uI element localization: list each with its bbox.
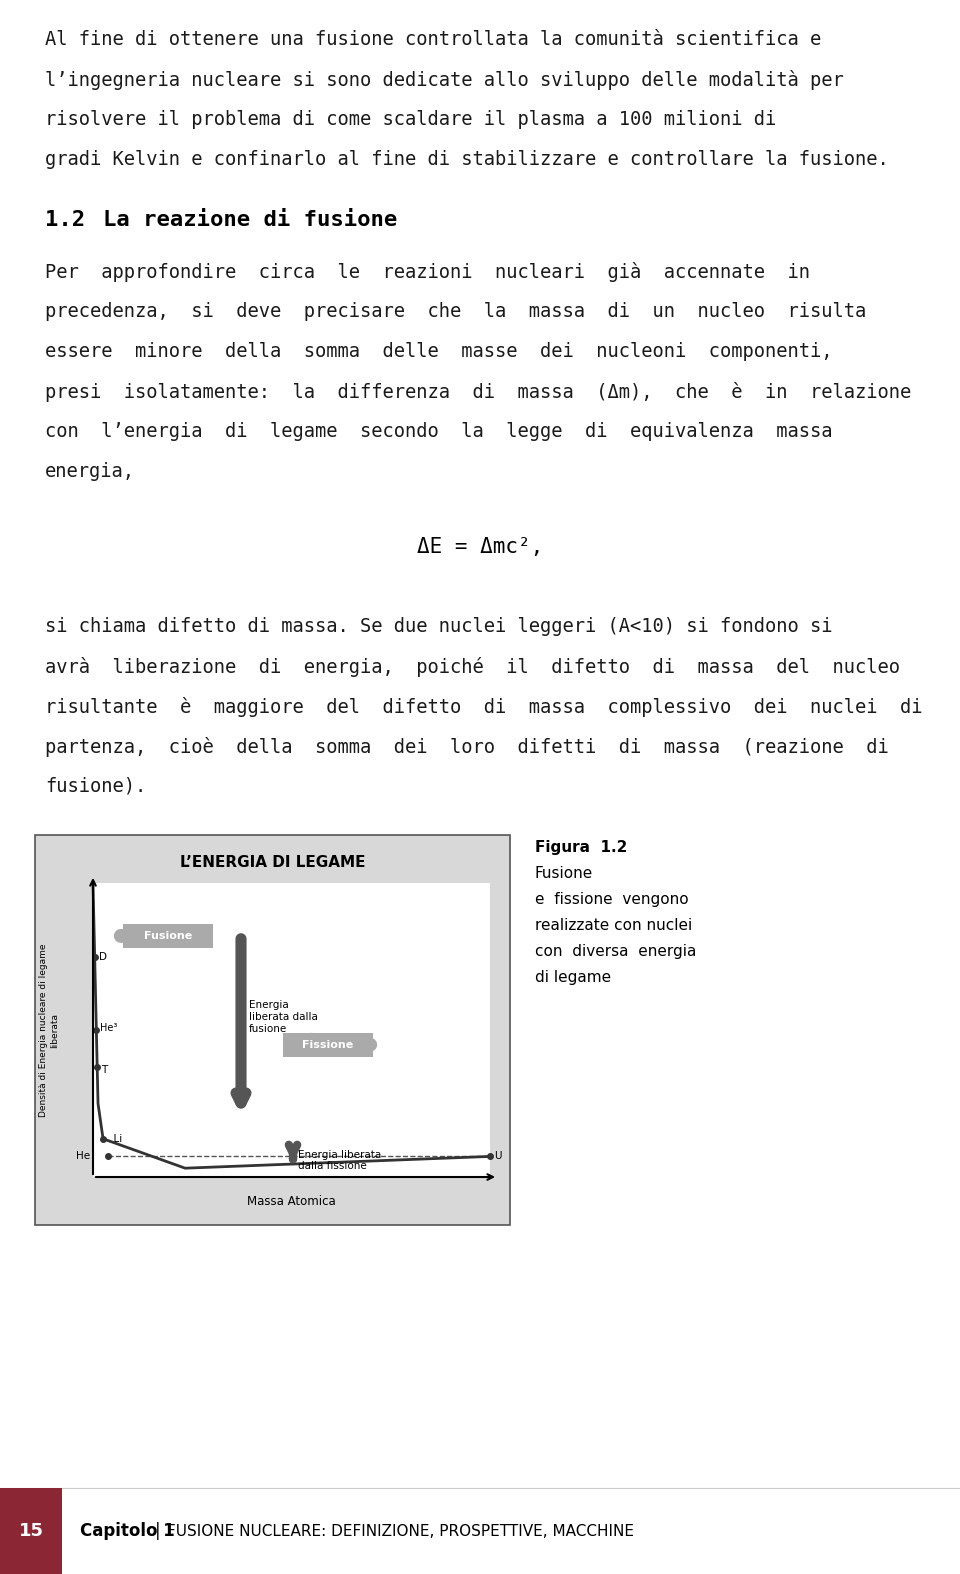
Text: l’ingegneria nucleare si sono dedicate allo sviluppo delle modalità per: l’ingegneria nucleare si sono dedicate a… [45, 69, 844, 90]
Text: Li: Li [108, 1133, 122, 1144]
Text: Massa Atomica: Massa Atomica [247, 1195, 336, 1207]
Text: Al fine di ottenere una fusione controllata la comunità scientifica e: Al fine di ottenere una fusione controll… [45, 30, 821, 49]
Text: essere  minore  della  somma  delle  masse  dei  nucleoni  componenti,: essere minore della somma delle masse de… [45, 342, 832, 360]
Text: Fusione: Fusione [144, 930, 192, 941]
Text: con  diversa  energia: con diversa energia [535, 944, 696, 959]
Text: Per  approfondire  circa  le  reazioni  nucleari  già  accennate  in: Per approfondire circa le reazioni nucle… [45, 261, 810, 282]
Text: energia,: energia, [45, 463, 135, 482]
Text: risultante  è  maggiore  del  difetto  di  massa  complessivo  dei  nuclei  di: risultante è maggiore del difetto di mas… [45, 697, 923, 718]
Text: L’ENERGIA DI LEGAME: L’ENERGIA DI LEGAME [180, 855, 365, 870]
Text: He³: He³ [101, 1023, 118, 1033]
FancyBboxPatch shape [283, 1033, 373, 1056]
Text: Capitolo 1: Capitolo 1 [80, 1522, 175, 1539]
FancyBboxPatch shape [123, 924, 213, 948]
Text: Energia liberata
dalla fissione: Energia liberata dalla fissione [298, 1149, 381, 1171]
Text: He: He [76, 1151, 90, 1162]
Text: D: D [99, 952, 107, 962]
Text: Figura  1.2: Figura 1.2 [535, 841, 628, 855]
Text: Fissione: Fissione [302, 1040, 353, 1050]
Text: U: U [494, 1152, 501, 1162]
Text: gradi Kelvin e confinarlo al fine di stabilizzare e controllare la fusione.: gradi Kelvin e confinarlo al fine di sta… [45, 150, 889, 168]
Text: partenza,  cioè  della  somma  dei  loro  difetti  di  massa  (reazione  di: partenza, cioè della somma dei loro dife… [45, 737, 889, 757]
Text: 1.2: 1.2 [45, 209, 85, 230]
Text: La reazione di fusione: La reazione di fusione [103, 209, 397, 230]
Text: Densità di Energia nucleare di legame
liberata: Densità di Energia nucleare di legame li… [39, 943, 59, 1116]
Text: avrà  liberazione  di  energia,  poiché  il  difetto  di  massa  del  nucleo: avrà liberazione di energia, poiché il d… [45, 656, 900, 677]
Text: con  l’energia  di  legame  secondo  la  legge  di  equivalenza  massa: con l’energia di legame secondo la legge… [45, 422, 832, 441]
Bar [93, 883, 490, 1177]
Bar [0, 1487, 62, 1574]
Text: Fusione: Fusione [535, 866, 593, 881]
Text: presi  isolatamente:  la  differenza  di  massa  (Δm),  che  è  in  relazione: presi isolatamente: la differenza di mas… [45, 382, 911, 401]
Text: risolvere il problema di come scaldare il plasma a 100 milioni di: risolvere il problema di come scaldare i… [45, 110, 777, 129]
Text: FUSIONE NUCLEARE: DEFINIZIONE, PROSPETTIVE, MACCHINE: FUSIONE NUCLEARE: DEFINIZIONE, PROSPETTI… [167, 1524, 634, 1538]
Text: si chiama difetto di massa. Se due nuclei leggeri (A<10) si fondono si: si chiama difetto di massa. Se due nucle… [45, 617, 832, 636]
Text: Energia
liberata dalla
fusione: Energia liberata dalla fusione [249, 1001, 318, 1034]
Text: |: | [155, 1522, 160, 1539]
Text: ΔE = Δmc²,: ΔE = Δmc², [417, 537, 543, 557]
Text: realizzate con nuclei: realizzate con nuclei [535, 918, 692, 933]
Text: e  fissione  vengono: e fissione vengono [535, 892, 688, 907]
Text: T: T [101, 1064, 108, 1075]
Text: di legame: di legame [535, 970, 612, 985]
Bar [35, 834, 510, 1225]
Text: fusione).: fusione). [45, 778, 146, 796]
Text: 15: 15 [18, 1522, 43, 1539]
Text: precedenza,  si  deve  precisare  che  la  massa  di  un  nucleo  risulta: precedenza, si deve precisare che la mas… [45, 302, 866, 321]
